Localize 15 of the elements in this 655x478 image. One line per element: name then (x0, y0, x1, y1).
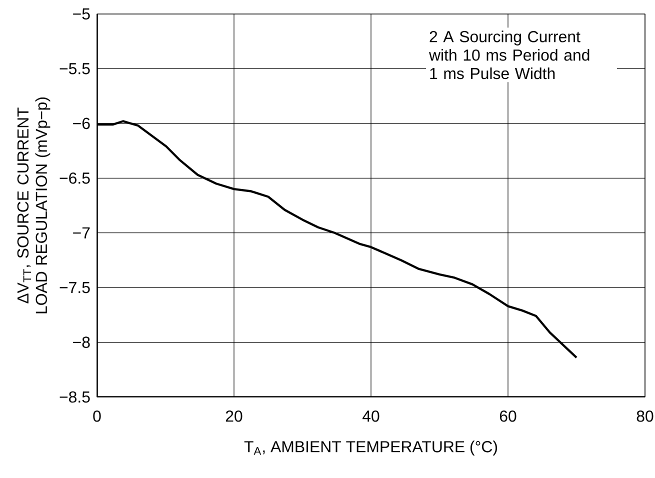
y-tick-label: −5.5 (60, 63, 90, 74)
x-tick-label: 0 (93, 410, 101, 422)
y-tick-label: −7.5 (60, 282, 90, 294)
x-axis-title: T$_{A}$, AMBIENT TEMPERATURE (°C) (244, 440, 498, 456)
y-tick-label: −5 (73, 8, 90, 20)
x-tick-label: 60 (500, 410, 516, 422)
annotation: 2 A Sourcing Current with 10 ms Period and 1 ms Pulse Width (428, 30, 590, 80)
x-tick-label: 20 (226, 410, 242, 422)
y-tick-label: −8 (73, 336, 90, 348)
y-tick-label: −8.5 (60, 391, 90, 403)
y-tick-label: −6.5 (60, 172, 90, 184)
x-tick-label: 80 (636, 410, 654, 422)
y-tick-label: −6 (73, 118, 90, 130)
x-tick-label: 40 (362, 410, 380, 422)
y-tick-label: −7 (73, 227, 90, 238)
